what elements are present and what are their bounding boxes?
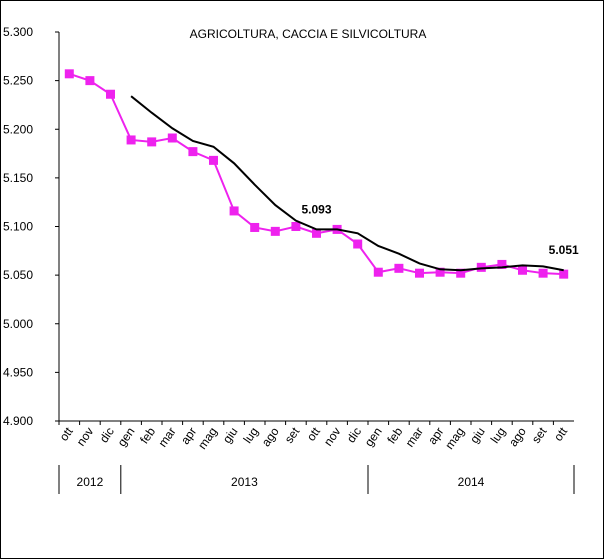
point — [64, 69, 74, 79]
x-group-label: 2013 — [231, 475, 258, 489]
point — [106, 89, 115, 99]
point — [538, 268, 548, 278]
point — [518, 265, 527, 275]
point — [456, 268, 466, 278]
point — [126, 135, 136, 145]
point — [435, 267, 445, 277]
point — [353, 239, 363, 249]
y-tick-label: 4.950 — [3, 365, 33, 379]
data-label: 5.051 — [549, 243, 579, 257]
point — [312, 228, 321, 238]
point — [559, 269, 569, 279]
point — [85, 76, 95, 86]
point — [373, 267, 383, 277]
series-line — [130, 95, 564, 272]
point — [188, 147, 198, 157]
chart-title: AGRICOLTURA, CACCIA E SILVICOLTURA — [190, 27, 427, 41]
y-tick-label: 5.100 — [3, 220, 33, 234]
x-group-label: 2012 — [77, 475, 104, 489]
point — [415, 268, 424, 278]
y-tick-label: 5.250 — [3, 74, 33, 88]
x-group-label: 2014 — [458, 475, 485, 489]
point — [291, 222, 301, 231]
point — [209, 155, 218, 165]
point — [497, 259, 507, 269]
y-tick-label: 5.000 — [3, 317, 33, 331]
y-tick-label: 5.050 — [3, 268, 33, 282]
y-tick-label: 5.300 — [3, 25, 33, 39]
y-tick-label: 5.200 — [3, 122, 33, 136]
point — [147, 137, 157, 147]
point — [167, 133, 177, 143]
point — [250, 222, 260, 232]
point — [270, 226, 280, 236]
y-tick-label: 5.150 — [3, 171, 33, 185]
data-label: 5.093 — [301, 202, 331, 216]
point — [394, 263, 404, 273]
point — [229, 206, 239, 216]
y-tick-label: 4.900 — [3, 414, 33, 428]
